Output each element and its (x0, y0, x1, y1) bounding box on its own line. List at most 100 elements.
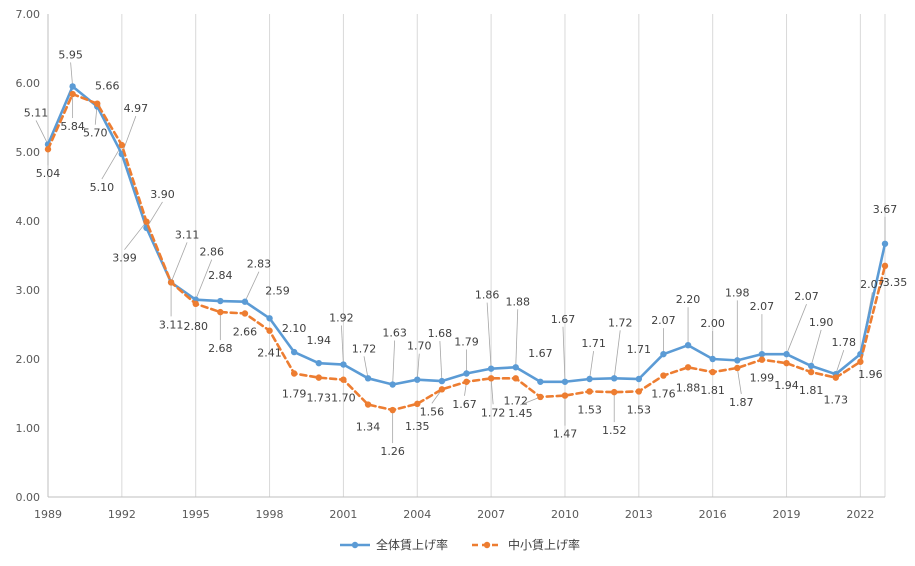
x-tick-label: 2022 (846, 508, 874, 521)
data-point (807, 368, 815, 376)
legend-label-0: 全体賃上げ率 (376, 537, 448, 552)
data-label: 1.67 (528, 347, 553, 360)
data-label: 5.66 (95, 79, 120, 92)
data-label: 1.88 (676, 381, 701, 394)
data-label: 5.84 (60, 120, 85, 133)
x-tick-label: 2010 (551, 508, 579, 521)
data-point (611, 375, 618, 382)
data-label: 1.53 (577, 403, 602, 416)
data-point (94, 100, 101, 107)
data-point (734, 364, 741, 372)
data-label: 2.41 (257, 347, 282, 360)
y-tick-label: 6.00 (16, 77, 41, 90)
data-point (758, 350, 766, 358)
data-label: 1.99 (750, 372, 775, 385)
data-point (389, 406, 396, 414)
data-label: 1.67 (551, 313, 576, 326)
data-labels: 5.11 5.95 5.66 4.97 3.90 3.11 2.86 2.84 2.83 2.59… (24, 48, 908, 458)
data-label: 1.70 (331, 392, 356, 405)
data-label: 1.47 (553, 428, 578, 441)
data-label: 1.87 (729, 396, 754, 409)
data-label: 3.90 (150, 188, 175, 201)
x-tick-label: 1992 (108, 508, 136, 521)
data-point (881, 240, 889, 247)
data-label: 5.70 (83, 127, 108, 140)
data-point (783, 359, 790, 367)
data-point (586, 388, 593, 395)
leader-line (439, 341, 443, 382)
data-point (463, 370, 470, 377)
data-point (561, 378, 569, 385)
leader-line (835, 350, 845, 375)
data-point (266, 315, 273, 322)
data-point (611, 388, 618, 396)
data-point (537, 378, 544, 385)
data-point (881, 262, 889, 270)
data-label: 1.35 (405, 420, 430, 433)
data-label: 1.76 (651, 388, 676, 401)
data-point (340, 376, 347, 383)
data-label: 1.71 (627, 343, 652, 356)
data-label: 1.81 (799, 384, 824, 397)
data-label: 1.72 (352, 342, 377, 355)
legend-label-1: 中小賃上げ率 (508, 537, 580, 552)
leader-line (101, 144, 123, 180)
data-point (561, 392, 569, 399)
data-label: 1.71 (581, 337, 606, 350)
data-label: 5.10 (90, 181, 115, 194)
leader-line (589, 350, 594, 380)
data-label: 1.26 (380, 445, 405, 458)
data-label: 3.35 (883, 276, 908, 289)
leader-line (170, 242, 188, 283)
data-point (364, 401, 372, 408)
x-tick-label: 1998 (256, 508, 284, 521)
data-label: 1.72 (481, 406, 506, 419)
x-tick-label: 2013 (625, 508, 653, 521)
x-tick-label: 2004 (403, 508, 431, 521)
data-point (266, 327, 273, 334)
data-label: 5.04 (36, 167, 61, 180)
data-point (635, 375, 643, 383)
data-point (241, 310, 249, 317)
data-point (167, 279, 175, 286)
data-point (832, 374, 839, 381)
data-label: 1.52 (602, 424, 627, 437)
data-point (192, 300, 199, 307)
data-label: 1.73 (307, 392, 332, 405)
data-label: 1.96 (858, 368, 883, 381)
leader-line (392, 340, 396, 385)
data-point (414, 400, 421, 408)
data-point (635, 388, 643, 395)
data-point (487, 365, 495, 372)
data-point (758, 356, 766, 363)
data-point (118, 141, 126, 149)
data-label: 2.07 (750, 300, 775, 313)
data-point (44, 146, 52, 153)
data-label: 1.72 (608, 316, 633, 329)
data-label: 1.73 (824, 394, 849, 407)
data-point (537, 393, 544, 401)
data-label: 2.68 (208, 342, 233, 355)
data-point (290, 370, 298, 377)
data-point (438, 377, 446, 385)
y-tick-label: 5.00 (16, 146, 41, 159)
leader-line (146, 201, 163, 229)
data-point (69, 83, 76, 90)
data-point (340, 361, 347, 368)
data-label: 1.56 (420, 405, 445, 418)
data-label: 1.88 (505, 295, 530, 308)
leader-line (515, 309, 519, 368)
leader-line (736, 367, 742, 395)
data-label: 3.11 (159, 318, 184, 331)
data-point (217, 297, 224, 305)
leader-line (35, 120, 49, 145)
data-label: 1.90 (809, 316, 834, 329)
leader-line (70, 62, 74, 87)
data-label: 2.86 (199, 246, 224, 259)
data-label: 1.86 (475, 289, 500, 302)
y-tick-label: 7.00 (16, 8, 41, 21)
data-label: 1.72 (503, 394, 528, 407)
data-label: 1.34 (356, 421, 381, 434)
data-point (709, 368, 716, 376)
